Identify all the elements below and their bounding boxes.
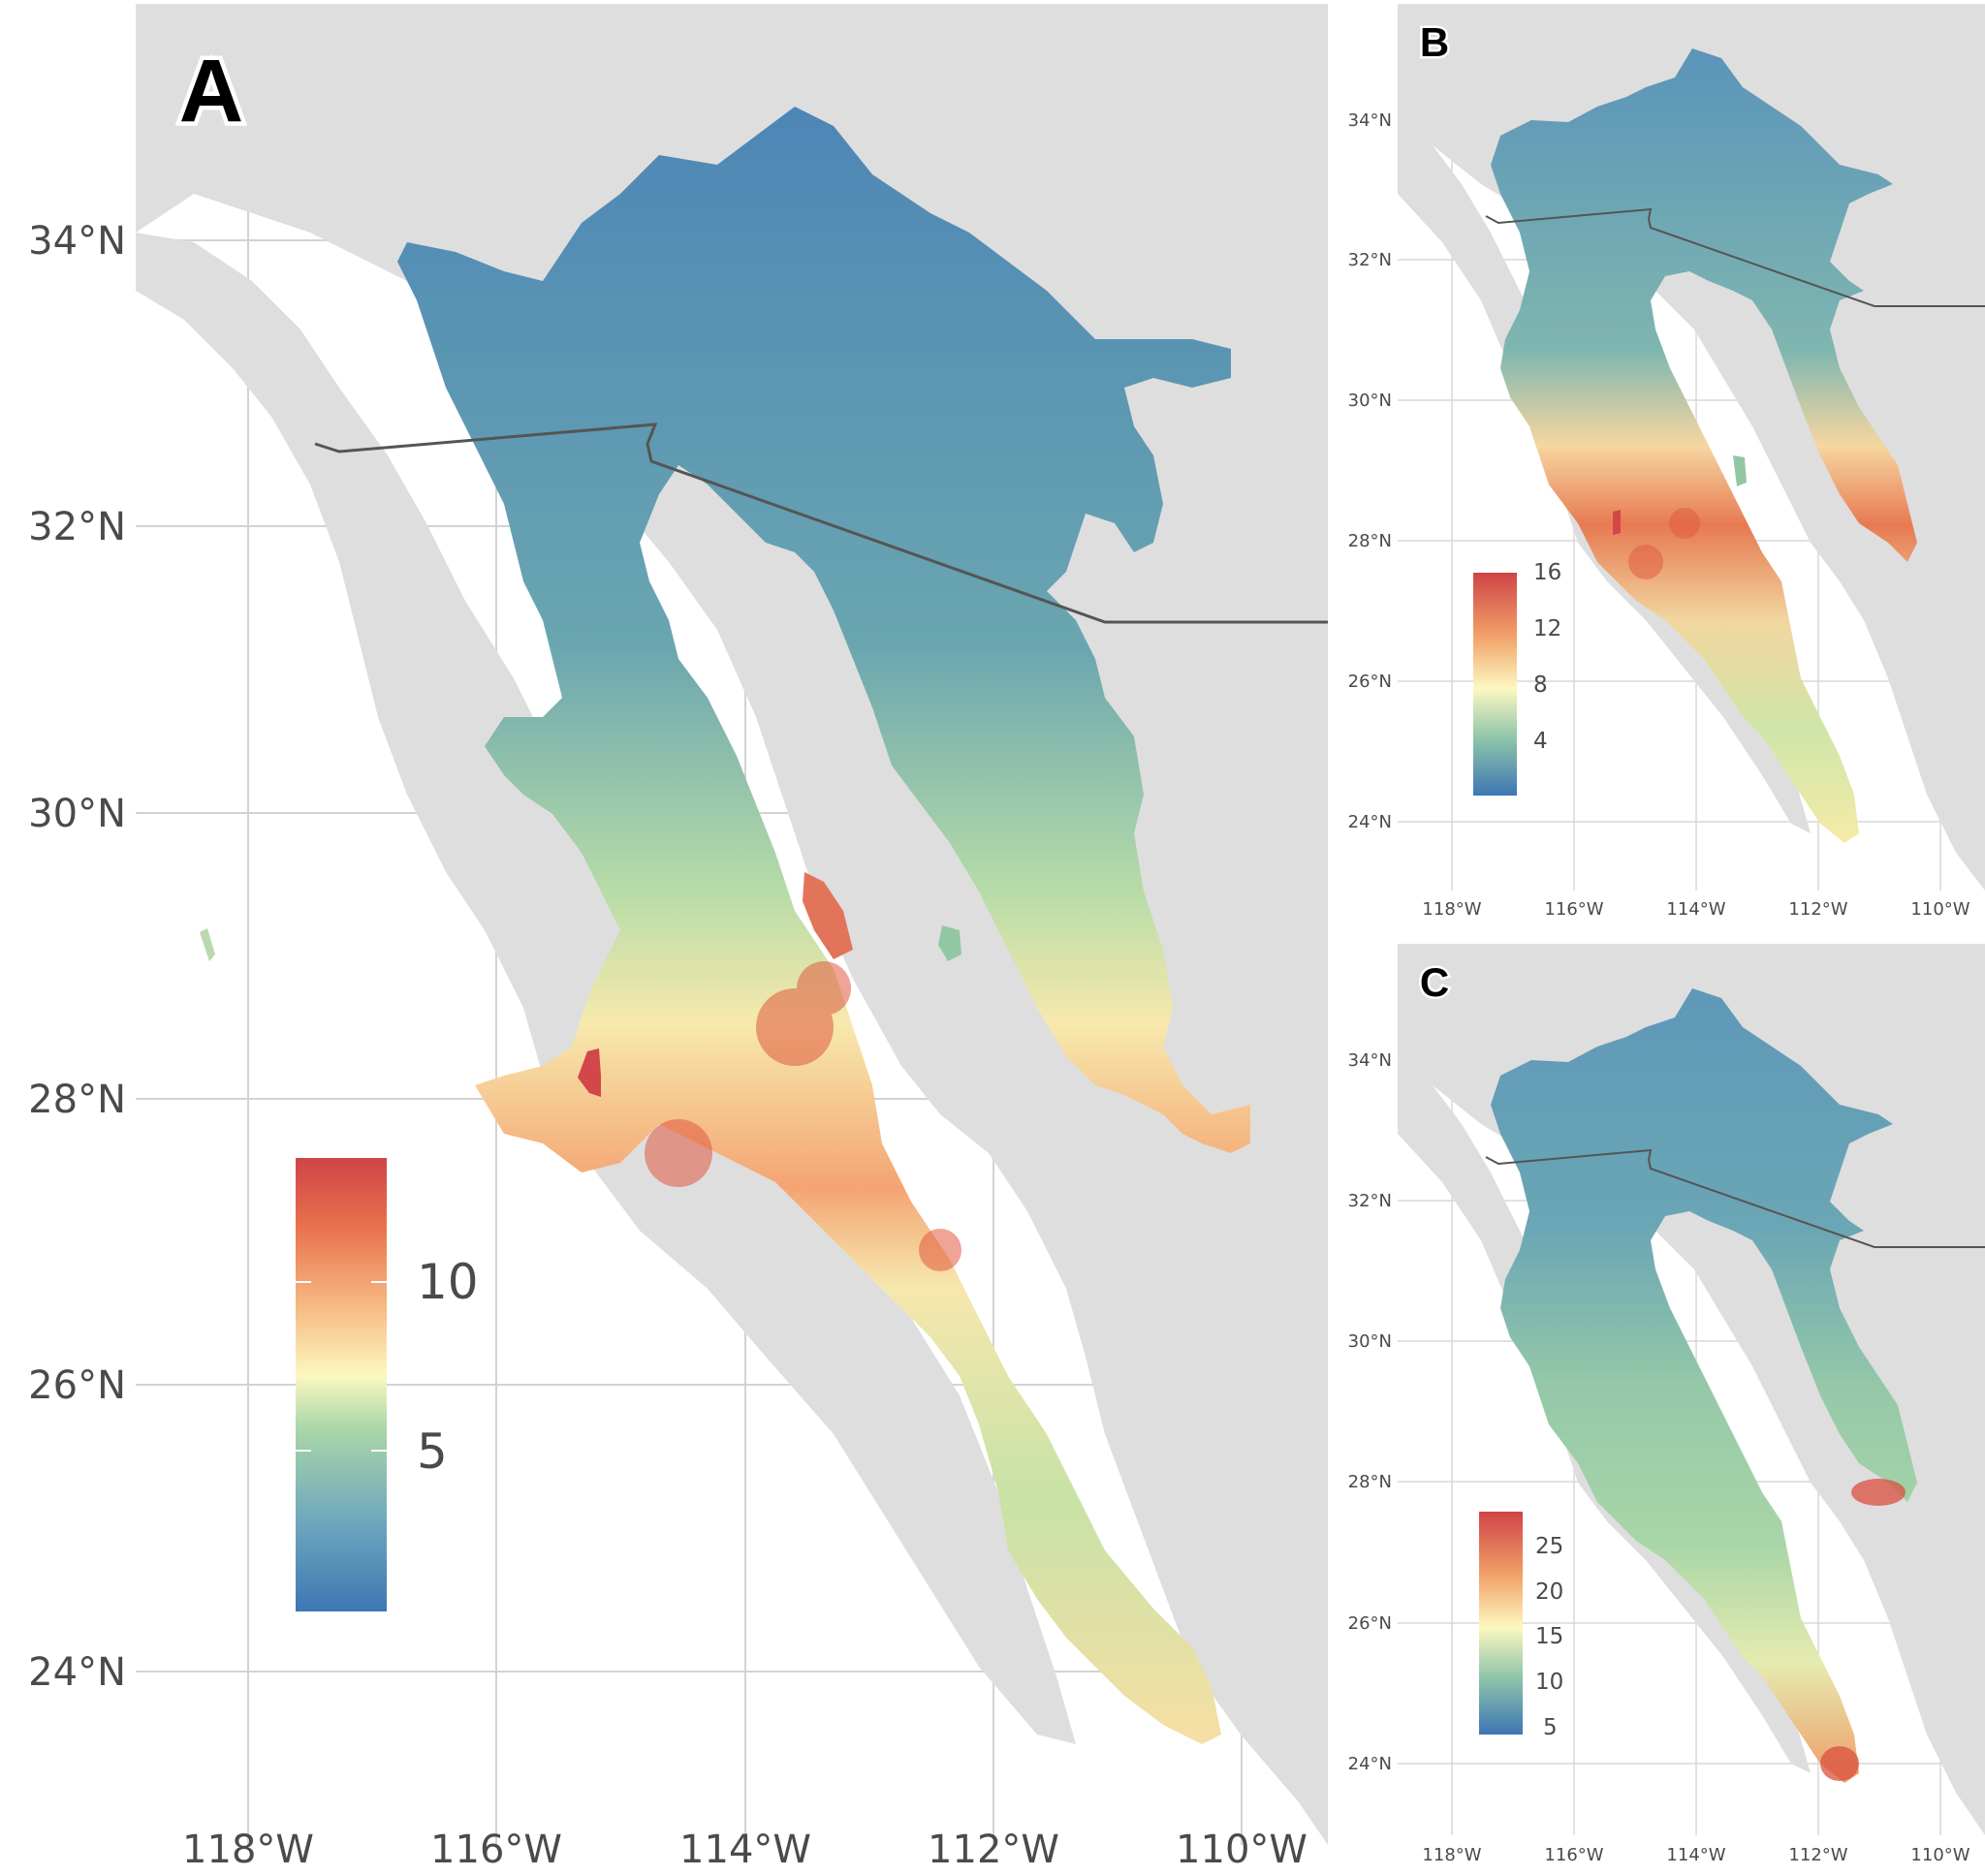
island-small-west: [200, 928, 215, 961]
lon-label: 110°W: [1176, 1828, 1308, 1872]
lon-label: 112°W: [1788, 1845, 1847, 1865]
international-border: [1485, 207, 1985, 307]
lon-label: 116°W: [1544, 899, 1603, 920]
lon-label: 118°W: [1422, 1845, 1481, 1865]
legend-tick-label: 4: [1533, 729, 1548, 754]
legend-tick-label: 25: [1535, 1534, 1563, 1559]
hotspots: [645, 961, 961, 1271]
map-panel-c: C 25 20 15 10 5 34°N 32°N 30°N 28°N 26°N…: [1336, 940, 1985, 1876]
panel-letter-a: A: [179, 42, 243, 141]
lat-label: 26°N: [1348, 672, 1392, 692]
legend-a: 10 5: [296, 1158, 479, 1611]
legend-tick-label: 20: [1535, 1579, 1563, 1605]
lon-label: 114°W: [679, 1828, 811, 1872]
legend-tick-label: 5: [417, 1423, 448, 1480]
legend-tick-label: 8: [1533, 672, 1548, 698]
lon-label: 118°W: [1422, 899, 1481, 920]
legend-tick-label: 10: [417, 1254, 479, 1310]
legend-colorbar: [1473, 573, 1517, 796]
lon-label: 112°W: [928, 1828, 1059, 1872]
lat-label: 24°N: [1348, 812, 1392, 832]
lon-label: 116°W: [430, 1828, 562, 1872]
lat-label: 28°N: [1348, 531, 1392, 551]
lat-label: 32°N: [1348, 250, 1392, 270]
legend-tick-label: 10: [1535, 1670, 1563, 1695]
legend-tick-label: 16: [1533, 560, 1561, 585]
lat-label: 32°N: [1348, 1191, 1392, 1211]
lon-label: 116°W: [1544, 1845, 1603, 1865]
lat-label: 26°N: [28, 1363, 126, 1408]
panel-letter-b: B: [1420, 19, 1449, 65]
lat-label: 28°N: [28, 1078, 126, 1122]
lat-label: 30°N: [28, 792, 126, 836]
lon-label: 112°W: [1788, 899, 1847, 920]
map-panel-b: B 16 12 8 4 34°N 32°N 30°N 28°N 26°N 24°…: [1336, 0, 1985, 930]
lat-label: 30°N: [1348, 1331, 1392, 1352]
lat-label: 34°N: [1348, 110, 1392, 131]
island-cedros: [578, 1048, 601, 1097]
lat-label: 32°N: [28, 505, 126, 549]
legend-colorbar: [1479, 1512, 1523, 1735]
international-border: [314, 422, 1328, 624]
island-tiburon: [803, 872, 853, 959]
international-border: [1485, 1148, 1985, 1248]
lat-label: 34°N: [1348, 1050, 1392, 1071]
lon-label: 114°W: [1666, 899, 1725, 920]
island-angel: [938, 925, 961, 961]
lat-label: 34°N: [28, 219, 126, 264]
island-cedros: [1613, 510, 1621, 535]
raster-region: [1491, 988, 1917, 1783]
lat-label: 28°N: [1348, 1472, 1392, 1492]
lon-label: 110°W: [1910, 899, 1969, 920]
panel-letter-c: C: [1420, 959, 1449, 1005]
lat-label: 26°N: [1348, 1613, 1392, 1634]
lon-label: 110°W: [1910, 1845, 1969, 1865]
legend-tick-label: 5: [1543, 1715, 1558, 1740]
lat-label: 24°N: [1348, 1754, 1392, 1774]
hotspots: [1820, 1479, 1906, 1781]
legend-b: 16 12 8 4: [1473, 560, 1561, 796]
island-tiburon: [1733, 455, 1747, 486]
legend-colorbar: [296, 1158, 387, 1611]
legend-tick-label: 15: [1535, 1624, 1563, 1649]
lon-label: 114°W: [1666, 1845, 1725, 1865]
map-panel-a: A 10 5 34°N 32°N 30°N 28°N 26°N 24°N 118…: [28, 4, 1328, 1872]
lat-label: 30°N: [1348, 391, 1392, 411]
hotspots: [1628, 508, 1700, 579]
raster-region: [1491, 48, 1917, 843]
lon-label: 118°W: [182, 1828, 314, 1872]
legend-c: 25 20 15 10 5: [1479, 1512, 1563, 1740]
raster-region: [397, 107, 1250, 1744]
lat-label: 24°N: [28, 1650, 126, 1695]
legend-tick-label: 12: [1533, 616, 1561, 641]
